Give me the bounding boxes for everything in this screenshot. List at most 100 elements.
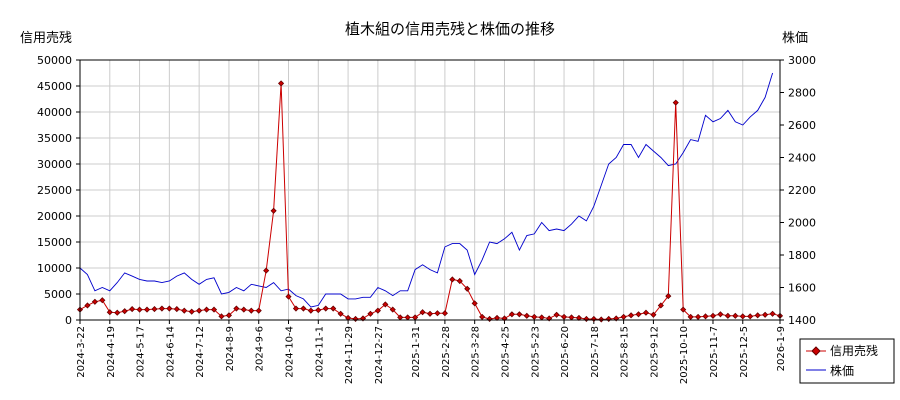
x-tick-label: 2024-11-29 [344, 326, 355, 384]
credit-short-point [605, 315, 612, 323]
series [76, 72, 784, 323]
credit-short-point [441, 310, 448, 317]
credit-short-point [203, 306, 210, 313]
credit-short-point [642, 309, 650, 316]
x-tick-label: 2025-2-28 [441, 326, 452, 378]
credit-short-point [225, 312, 233, 319]
legend-marker-credit-short [811, 346, 821, 356]
credit-short-point [99, 297, 106, 304]
credit-short-point [508, 311, 515, 318]
credit-short-point [531, 313, 538, 320]
right-tick-label: 2600 [788, 119, 816, 132]
left-axis-ticks: 0 5000 10000 15000 20000 25000 30000 35000 40000… [37, 54, 80, 327]
credit-short-point [754, 312, 761, 319]
left-tick-label: 40000 [37, 106, 72, 119]
left-tick-label: 15000 [37, 236, 72, 249]
credit-short-point [627, 312, 635, 319]
right-axis-ticks: 1400 1600 1800 2000 2200 2400 2600 2800 3000 [780, 54, 816, 327]
credit-short-point [620, 313, 627, 320]
x-tick-label: 2024-11-1 [314, 326, 325, 378]
credit-short-point [538, 314, 545, 321]
legend-box [799, 338, 895, 384]
credit-short-point [598, 316, 605, 323]
credit-short-point [426, 310, 434, 317]
credit-short-point [568, 314, 575, 321]
credit-short-point [367, 310, 374, 317]
credit-short-point [173, 306, 180, 313]
credit-short-point [210, 306, 218, 313]
credit-short-point [389, 306, 396, 313]
credit-short-point [240, 306, 247, 313]
credit-short-point [769, 310, 776, 317]
right-tick-label: 1600 [788, 282, 816, 295]
right-tick-label: 1800 [788, 249, 816, 262]
chart-title: 植木組の信用売残と株価の推移 [345, 20, 555, 38]
left-tick-label: 0 [65, 314, 72, 327]
credit-short-point [560, 313, 568, 320]
x-tick-label: 2026-1-9 [776, 326, 787, 371]
legend-label-credit-short: 信用売残 [830, 343, 878, 358]
credit-short-point [143, 306, 151, 313]
left-axis-title: 信用売残 [20, 30, 72, 46]
credit-short-point [516, 311, 523, 318]
credit-short-point [702, 313, 709, 320]
credit-short-point [732, 312, 739, 319]
left-tick-label: 45000 [37, 80, 72, 93]
credit-short-point [374, 307, 381, 314]
x-tick-label: 2025-5-23 [530, 326, 541, 378]
credit-short-point [650, 311, 657, 318]
credit-short-point [292, 305, 300, 312]
credit-short-point [657, 302, 664, 309]
right-tick-label: 1400 [788, 314, 816, 327]
credit-short-point [270, 207, 277, 214]
left-tick-label: 20000 [37, 210, 72, 223]
credit-short-point [739, 313, 746, 320]
credit-short-point [717, 311, 724, 318]
x-tick-label: 2024-12-27 [374, 326, 385, 384]
credit-short-point [635, 311, 642, 318]
x-tick-label: 2024-6-14 [165, 326, 176, 378]
credit-short-point [695, 313, 702, 320]
credit-short-point [464, 285, 471, 292]
grid [79, 59, 781, 321]
credit-short-point [255, 307, 262, 314]
credit-short-point [553, 311, 560, 318]
credit-short-point [330, 305, 337, 312]
x-tick-label: 2025-3-28 [471, 326, 482, 378]
credit-short-point [181, 307, 188, 314]
credit-short-point [307, 307, 314, 314]
x-tick-label: 2024-8-9 [225, 326, 236, 371]
credit-short-point [300, 305, 307, 312]
credit-short-point [590, 315, 597, 323]
credit-short-point [196, 307, 203, 314]
credit-short-point [434, 310, 441, 317]
credit-short-point [114, 309, 121, 316]
x-tick-label: 2025-7-18 [590, 326, 601, 378]
plot-frame [79, 59, 781, 321]
credit-short-point [337, 310, 344, 317]
credit-short-point [84, 302, 91, 309]
credit-short-point [91, 298, 98, 305]
left-tick-label: 25000 [37, 184, 72, 197]
credit-short-point [106, 309, 113, 316]
x-tick-label: 2024-3-22 [76, 326, 87, 378]
credit-short-point [188, 308, 195, 315]
credit-short-point [151, 306, 158, 313]
x-axis-ticks: 2024-3-22 2024-4-19 2024-5-17 2024-6-14 2024… [76, 320, 787, 384]
credit-short-point [583, 315, 590, 323]
credit-short-point [233, 305, 240, 312]
x-tick-label: 2024-10-4 [285, 326, 296, 378]
x-tick-label: 2024-7-12 [195, 326, 206, 378]
credit-short-point [523, 312, 530, 319]
credit-short-point [665, 293, 672, 300]
credit-short-line [79, 83, 781, 321]
credit-short-point [352, 315, 359, 323]
credit-short-point [382, 301, 389, 308]
credit-short-point [471, 300, 478, 307]
credit-short-point [121, 308, 128, 315]
x-tick-label: 2025-12-5 [739, 326, 750, 378]
credit-short-point [479, 313, 486, 320]
credit-short-point [456, 277, 463, 285]
credit-short-point [709, 312, 717, 319]
